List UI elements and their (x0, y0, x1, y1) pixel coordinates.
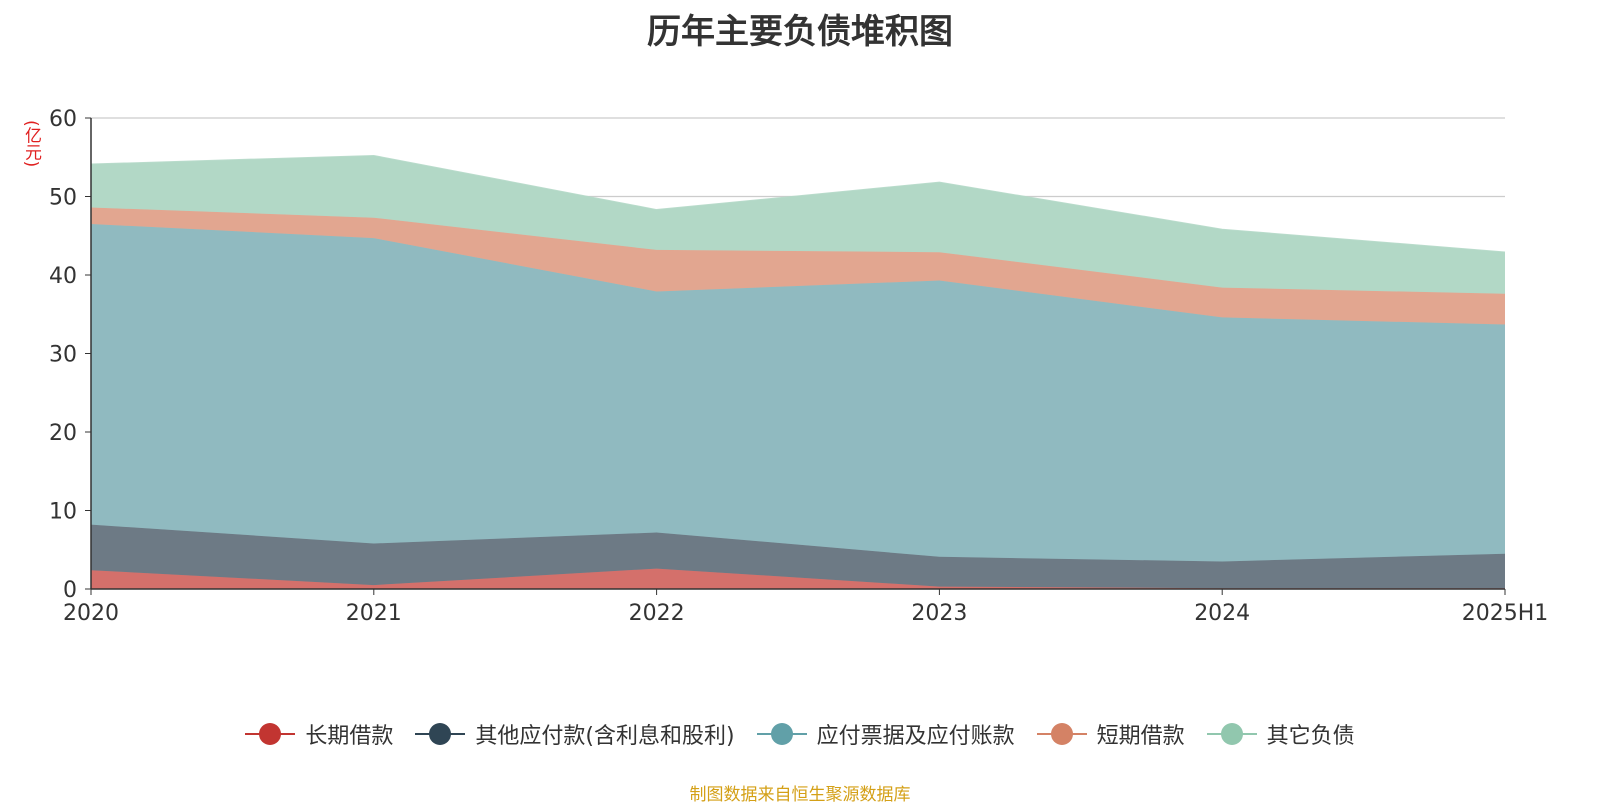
chart-title: 历年主要负债堆积图 (647, 12, 953, 52)
legend-item[interactable]: 长期借款 (245, 718, 393, 750)
y-tick-label: 50 (49, 186, 77, 211)
legend-item[interactable]: 应付票据及应付账款 (756, 718, 1015, 750)
axes (85, 117, 1506, 595)
legend-label: 长期借款 (305, 724, 394, 749)
area-series-edge-4 (90, 154, 1506, 253)
legend-label: 其他应付款(含利息和股利) (475, 724, 735, 749)
x-tick-label: 2025H1 (1462, 601, 1549, 626)
area-series-layer (90, 154, 1506, 589)
y-axis-unit-label: (亿元) (21, 120, 41, 168)
legend-label: 应付票据及应付账款 (816, 724, 1015, 749)
y-tick-label: 10 (49, 500, 77, 525)
y-tick-label: 40 (49, 264, 77, 289)
x-tick-label: 2022 (629, 601, 685, 626)
area-series-4 (91, 155, 1505, 294)
y-tick-label: 30 (49, 343, 77, 368)
y-tick-label: 60 (49, 107, 77, 132)
legend: 长期借款 其他应付款(含利息和股利) 应付票据及应付账款 短期借款 其它负债 (0, 718, 1600, 750)
y-tick-label: 20 (49, 421, 77, 446)
legend-item[interactable]: 短期借款 (1036, 718, 1185, 750)
y-tick-label: 0 (63, 578, 77, 603)
tick-labels: 0 10 20 30 40 50 60 2020 2021 2022 2023 2024 2025H1 (49, 107, 1548, 626)
x-tick-label: 2023 (911, 601, 967, 626)
legend-item[interactable]: 其它负债 (1206, 718, 1355, 750)
legend-marker-icon (1036, 723, 1087, 745)
legend-marker-icon (415, 723, 466, 745)
legend-marker-icon (1206, 723, 1257, 745)
legend-label: 短期借款 (1096, 724, 1185, 749)
legend-marker-icon (245, 723, 296, 745)
x-tick-label: 2020 (63, 601, 119, 626)
source-note: 制图数据来自恒生聚源数据库 (689, 785, 911, 805)
legend-item[interactable]: 其他应付款(含利息和股利) (415, 718, 735, 750)
area-series-3 (91, 207, 1505, 325)
x-tick-label: 2021 (346, 601, 402, 626)
x-tick-label: 2024 (1194, 601, 1250, 626)
legend-marker-icon (756, 723, 807, 745)
area-series-0 (91, 568, 1505, 589)
legend-label: 其它负债 (1266, 724, 1355, 749)
area-series-1 (91, 524, 1505, 589)
